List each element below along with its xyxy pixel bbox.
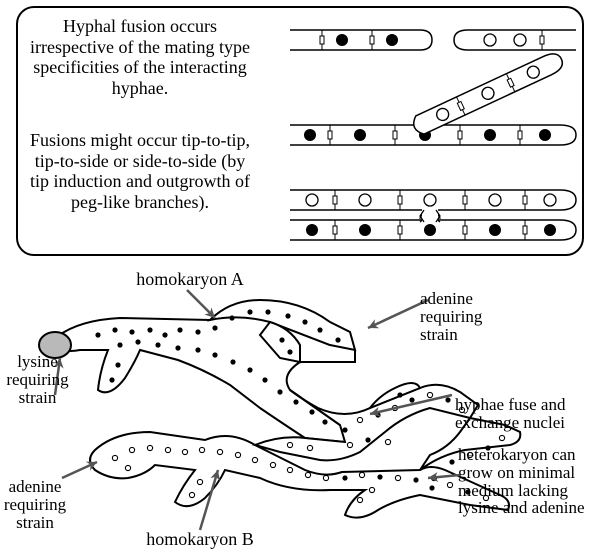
label-fuse: hyphae fuse and exchange nuclei	[455, 378, 595, 432]
label-homokaryonB: homokaryon B	[130, 530, 270, 550]
hypha-top-left	[290, 30, 432, 50]
hypha-row2-angled	[410, 50, 565, 137]
hypha-row3-bottom	[290, 220, 576, 240]
hypha-row3-top	[290, 190, 576, 210]
label-hetero: heterokaryon can grow on minimal medium …	[458, 428, 600, 517]
arrow-adenine2	[368, 300, 428, 328]
hypha-top-right	[454, 30, 576, 50]
arrow-homokaryonA	[187, 290, 215, 318]
label-homokaryonA: homokaryon A	[120, 270, 260, 290]
label-adenine-strain-2: adenine requiring strain	[420, 272, 510, 343]
label-adenine: adenine requiring strain	[0, 460, 75, 531]
label-lysine: lysine requiring strain	[0, 335, 75, 406]
